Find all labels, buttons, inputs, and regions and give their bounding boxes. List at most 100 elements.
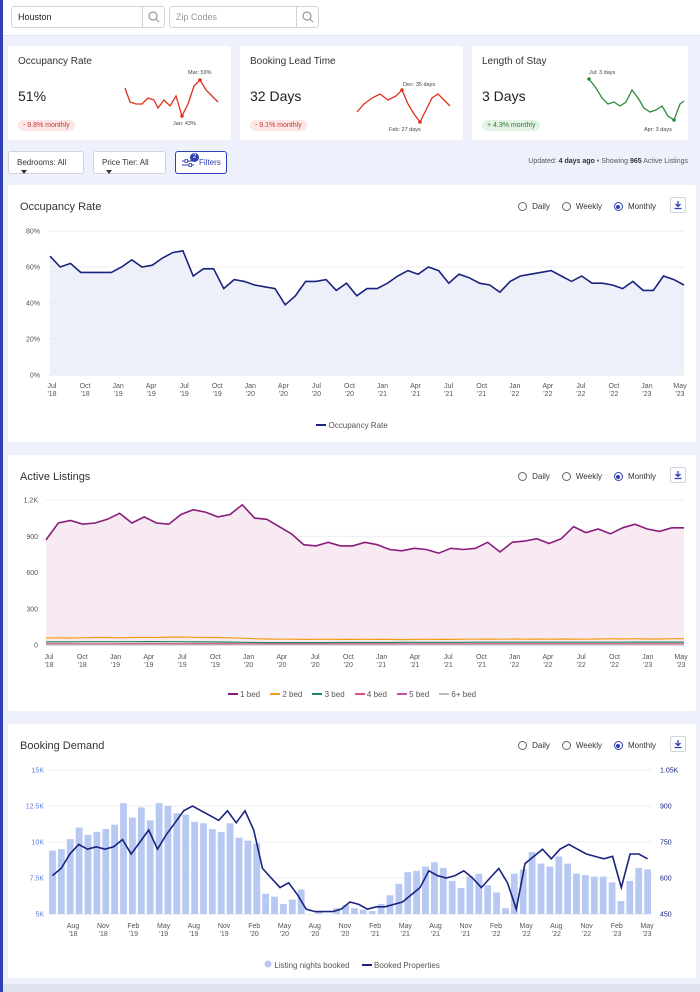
bar-listing-nights xyxy=(466,876,474,914)
radio-weekly[interactable]: Weekly xyxy=(561,741,602,750)
chart-legend: Occupancy Rate xyxy=(8,421,696,430)
x-tick-label: Jul '19 xyxy=(177,654,186,669)
x-tick-label: Oct '18 xyxy=(77,654,88,669)
status-separator: • xyxy=(596,158,600,165)
bar-listing-nights xyxy=(626,880,634,914)
radio-weekly[interactable]: Weekly xyxy=(561,472,602,481)
city-search[interactable] xyxy=(11,6,165,28)
y-right-tick-label: 900 xyxy=(660,804,672,811)
bar-listing-nights xyxy=(217,831,225,914)
bar-listing-nights xyxy=(137,807,145,914)
radio-monthly[interactable]: Monthly xyxy=(613,741,656,750)
x-tick-label: Oct '18 xyxy=(80,383,91,398)
bar-listing-nights xyxy=(404,872,412,914)
y-tick-label: 900 xyxy=(26,534,38,541)
bar-listing-nights xyxy=(439,867,447,914)
kpi-value: 51% xyxy=(18,88,47,104)
legend-swatch xyxy=(270,693,281,695)
filters-button[interactable]: 2 Filters xyxy=(175,151,227,174)
download-button[interactable] xyxy=(670,736,686,752)
bar-listing-nights xyxy=(351,908,358,914)
zip-search-input[interactable] xyxy=(170,7,280,27)
legend-item[interactable]: 2 bed xyxy=(270,690,302,699)
bar-listing-nights xyxy=(599,876,607,914)
x-tick-label: Apr '19 xyxy=(143,654,155,669)
radio-dot xyxy=(613,472,623,481)
radio-label: Weekly xyxy=(575,472,602,481)
radio-daily[interactable]: Daily xyxy=(518,741,550,750)
x-tick-label: Oct '20 xyxy=(343,654,354,669)
legend-item[interactable]: 6+ bed xyxy=(439,690,476,699)
bar-listing-nights xyxy=(93,831,101,914)
y-tick-label: 1.2K xyxy=(24,498,39,505)
chart-title: Active Listings xyxy=(20,471,91,483)
bar-listing-nights xyxy=(235,837,243,914)
y-tick-label: 300 xyxy=(26,606,38,613)
x-tick-label: Jan '22 xyxy=(509,383,520,398)
radio-monthly[interactable]: Monthly xyxy=(613,472,656,481)
price-tier-dropdown[interactable]: Price Tier: All xyxy=(93,151,166,174)
bar-listing-nights xyxy=(173,813,181,914)
kpi-max-label: Jul: 3 days xyxy=(589,70,616,76)
x-tick-label: Jul '22 xyxy=(576,383,585,398)
kpi-max-label: Mar: 59% xyxy=(188,70,212,76)
y-right-tick-label: 1.05K xyxy=(660,768,679,775)
x-tick-label: Feb '20 xyxy=(248,923,260,938)
x-tick-label: Aug '21 xyxy=(429,923,442,938)
zip-search[interactable] xyxy=(169,6,319,28)
filters-count-badge: 2 xyxy=(190,153,199,162)
legend-item[interactable]: 1 bed xyxy=(227,690,260,699)
kpi-value: 3 Days xyxy=(482,88,526,104)
kpi-card-length-of-stay: Length of Stay 3 Days + 4.3% monthly Jul… xyxy=(472,46,688,140)
status-prefix: Updated: xyxy=(528,158,557,165)
search-icon[interactable] xyxy=(296,7,318,27)
download-button[interactable] xyxy=(670,197,686,213)
radio-daily[interactable]: Daily xyxy=(518,202,550,211)
radio-dot xyxy=(518,472,528,481)
y-right-tick-label: 600 xyxy=(660,876,672,883)
bar-listing-nights xyxy=(431,862,438,914)
bottom-strip xyxy=(3,984,700,992)
legend-label: Listing nights booked xyxy=(274,961,350,970)
radio-daily[interactable]: Daily xyxy=(518,472,550,481)
y-tick-label: 40% xyxy=(26,301,40,308)
bar-listing-nights xyxy=(555,856,563,914)
legend-swatch xyxy=(354,693,365,695)
occupancy-chart-card: Occupancy Rate Daily Weekly Monthly 0% 20… xyxy=(8,185,696,442)
x-tick-label: Jul '20 xyxy=(312,383,321,398)
legend-item[interactable]: 4 bed xyxy=(354,690,387,699)
x-tick-label: May '22 xyxy=(520,923,534,938)
bar-listing-nights xyxy=(493,892,500,914)
search-icon[interactable] xyxy=(142,7,164,27)
legend-label: 3 bed xyxy=(324,690,345,699)
legend-label: 5 bed xyxy=(409,690,430,699)
kpi-card-occupancy: Occupancy Rate 51% - 9.8% monthly Mar: 5… xyxy=(8,46,231,140)
kpi-change-badge: - 9.1% monthly xyxy=(250,120,307,131)
radio-dot xyxy=(518,741,528,750)
radio-weekly[interactable]: Weekly xyxy=(561,202,602,211)
radio-monthly[interactable]: Monthly xyxy=(613,202,656,211)
bar-listing-nights xyxy=(208,829,216,914)
update-status: Updated: 4 days ago • Showing 965 Active… xyxy=(528,158,688,165)
x-tick-label: Jan '19 xyxy=(110,654,121,669)
x-tick-label: Aug '22 xyxy=(550,923,563,938)
bedrooms-dropdown[interactable]: Bedrooms: All xyxy=(8,151,84,174)
bar-listing-nights xyxy=(573,873,580,914)
x-tick-label: Nov '19 xyxy=(218,923,231,938)
bar-listing-nights xyxy=(546,866,554,914)
top-bar xyxy=(3,0,700,36)
series-line-2-bed xyxy=(45,636,684,641)
x-tick-label: Jan '20 xyxy=(243,654,254,669)
active-listings-chart-card: Active Listings Daily Weekly Monthly 0 30… xyxy=(8,455,696,711)
download-button[interactable] xyxy=(670,467,686,483)
radio-label: Daily xyxy=(532,202,550,211)
legend-swatch xyxy=(396,693,407,695)
bar-listing-nights xyxy=(182,814,190,914)
legend-item[interactable]: 5 bed xyxy=(396,690,430,699)
x-tick-label: May '23 xyxy=(674,654,688,669)
status-showing: Showing xyxy=(601,158,629,165)
city-search-input[interactable] xyxy=(12,7,122,27)
bar-listing-nights xyxy=(422,866,429,914)
legend-label: Booked Properties xyxy=(374,961,440,970)
legend-item[interactable]: 3 bed xyxy=(312,690,345,699)
